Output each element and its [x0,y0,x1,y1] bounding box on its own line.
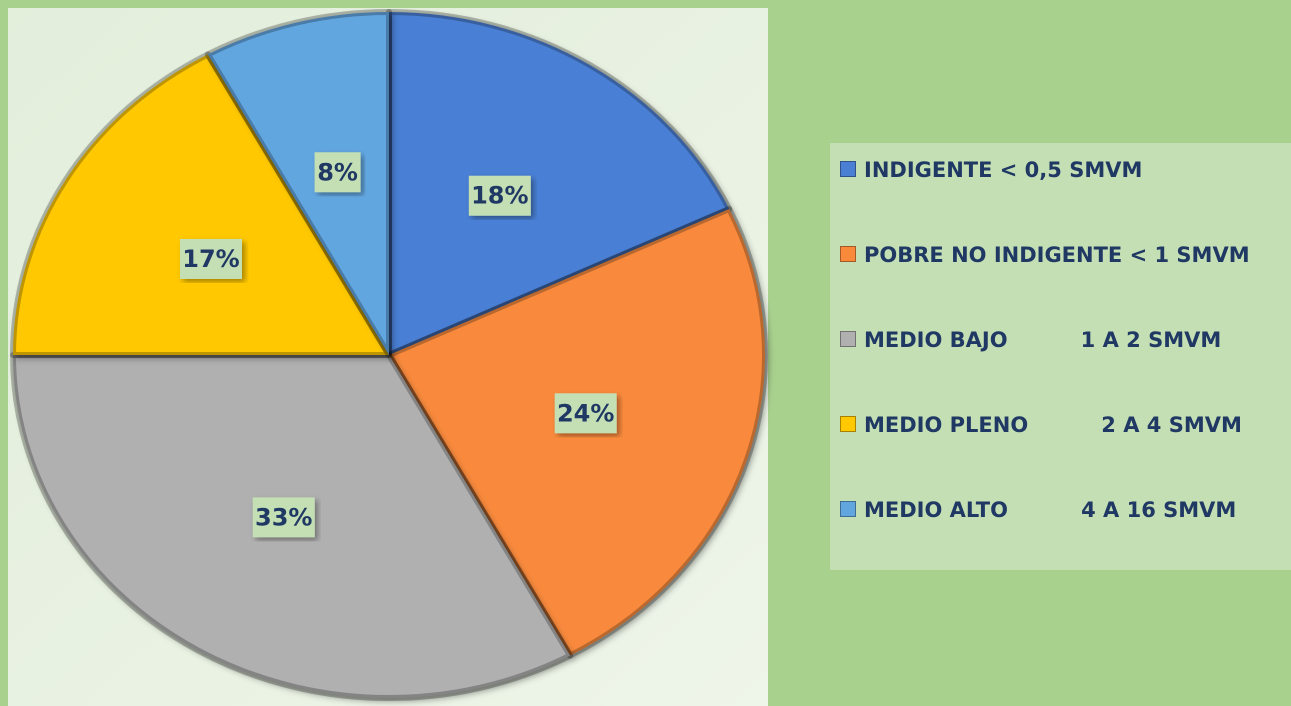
legend-marker [840,501,856,517]
legend-label: INDIGENTE < 0,5 SMVM [864,158,1143,182]
data-label: 33% [255,503,312,531]
data-label: 18% [471,182,528,210]
pie-slice [386,9,733,358]
data-label-box [554,393,617,434]
data-label: 17% [182,245,239,273]
legend-item: INDIGENTE < 0,5 SMVM [840,155,1280,185]
data-label: 24% [557,399,614,427]
legend-label: MEDIO ALTO 4 A 16 SMVM [864,498,1237,522]
legend-item: POBRE NO INDIGENTE < 1 SMVM [840,240,1280,270]
legend-marker [840,246,856,262]
pie: 18% 24% 33% 17% 8% [10,9,768,701]
legend-marker [840,416,856,432]
legend-marker [840,331,856,347]
legend-item: MEDIO PLENO 2 A 4 SMVM [840,410,1280,440]
data-label: 8% [317,158,358,186]
data-label-box [314,152,361,193]
legend-item: MEDIO BAJO 1 A 2 SMVM [840,325,1280,355]
pie-slice [10,51,392,358]
legend: INDIGENTE < 0,5 SMVM POBRE NO INDIGENTE <… [830,143,1291,570]
legend-label: POBRE NO INDIGENTE < 1 SMVM [864,243,1250,267]
legend-label: MEDIO BAJO 1 A 2 SMVM [864,328,1222,352]
pie-slice [204,9,392,358]
legend-label: MEDIO PLENO 2 A 4 SMVM [864,413,1242,437]
data-label-box [468,175,531,216]
legend-marker [840,161,856,177]
data-label-box [179,238,242,279]
legend-item: MEDIO ALTO 4 A 16 SMVM [840,495,1280,525]
data-label-box [252,497,315,538]
